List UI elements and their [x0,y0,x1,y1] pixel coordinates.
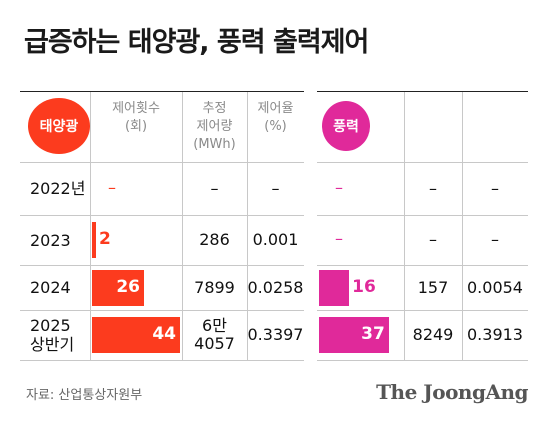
column-divider [404,92,405,360]
row-label: 2025 상반기 [30,316,75,354]
column-divider [182,92,183,360]
publisher-logo: The JoongAng [376,380,528,404]
rate-value: 0.0258 [247,277,304,297]
amount-value: – [429,230,437,249]
rate-value: 0.3397 [247,325,304,344]
count-bar [92,269,144,306]
amount-value: 286 [199,230,230,249]
solar-pill: 태양광 [28,98,90,154]
empty-value-dash: – [335,229,343,248]
amount-value: 157 [417,277,449,297]
row-label: 2024 [30,278,71,297]
column-divider [462,92,463,360]
column-header: 제어횟수 (회) [112,101,160,134]
amount-value: 6만 4057 [194,316,235,353]
rate-value: 0.001 [252,230,299,249]
source-note: 자료: 산업통상자원부 [26,388,143,403]
count-label: 16 [352,276,376,297]
row-divider [20,162,304,163]
row-divider [317,265,528,266]
count-label: 37 [361,324,385,344]
wind-pill: 풍력 [322,101,370,151]
row-divider [20,265,304,266]
rate-value: – [271,178,280,198]
column-header: 추정 제어량 (MWh) [193,101,236,152]
row-label: 2022년 [30,179,86,198]
empty-value-dash: – [335,177,343,197]
row-label: 2023 [30,230,71,250]
count-label: 2 [99,229,111,249]
column-divider [247,92,248,360]
amount-value: 8249 [412,325,454,344]
count-label: 26 [116,276,140,297]
row-divider [317,162,528,163]
table-top-rule [317,91,528,92]
row-divider [317,360,528,361]
chart-title: 급증하는 태양광, 풍력 출력제어 [24,27,369,58]
count-label: 44 [152,324,176,344]
rate-value: 0.3913 [467,325,523,344]
count-bar [92,317,180,353]
amount-value: – [429,178,437,198]
amount-value: – [210,178,219,198]
column-divider [90,92,91,360]
rate-value: – [491,178,499,198]
table-top-rule [20,91,304,92]
amount-value: 7899 [194,277,235,297]
row-divider [317,310,528,311]
count-bar [92,222,96,258]
rate-value: – [491,230,499,249]
row-divider [20,310,304,311]
empty-value-dash: – [108,177,116,197]
row-divider [20,360,304,361]
count-bar [319,269,350,306]
row-divider [20,215,304,216]
rate-value: 0.0054 [467,277,523,297]
count-bar [319,317,389,353]
column-header: 제어율 (%) [257,101,294,134]
row-divider [317,215,528,216]
